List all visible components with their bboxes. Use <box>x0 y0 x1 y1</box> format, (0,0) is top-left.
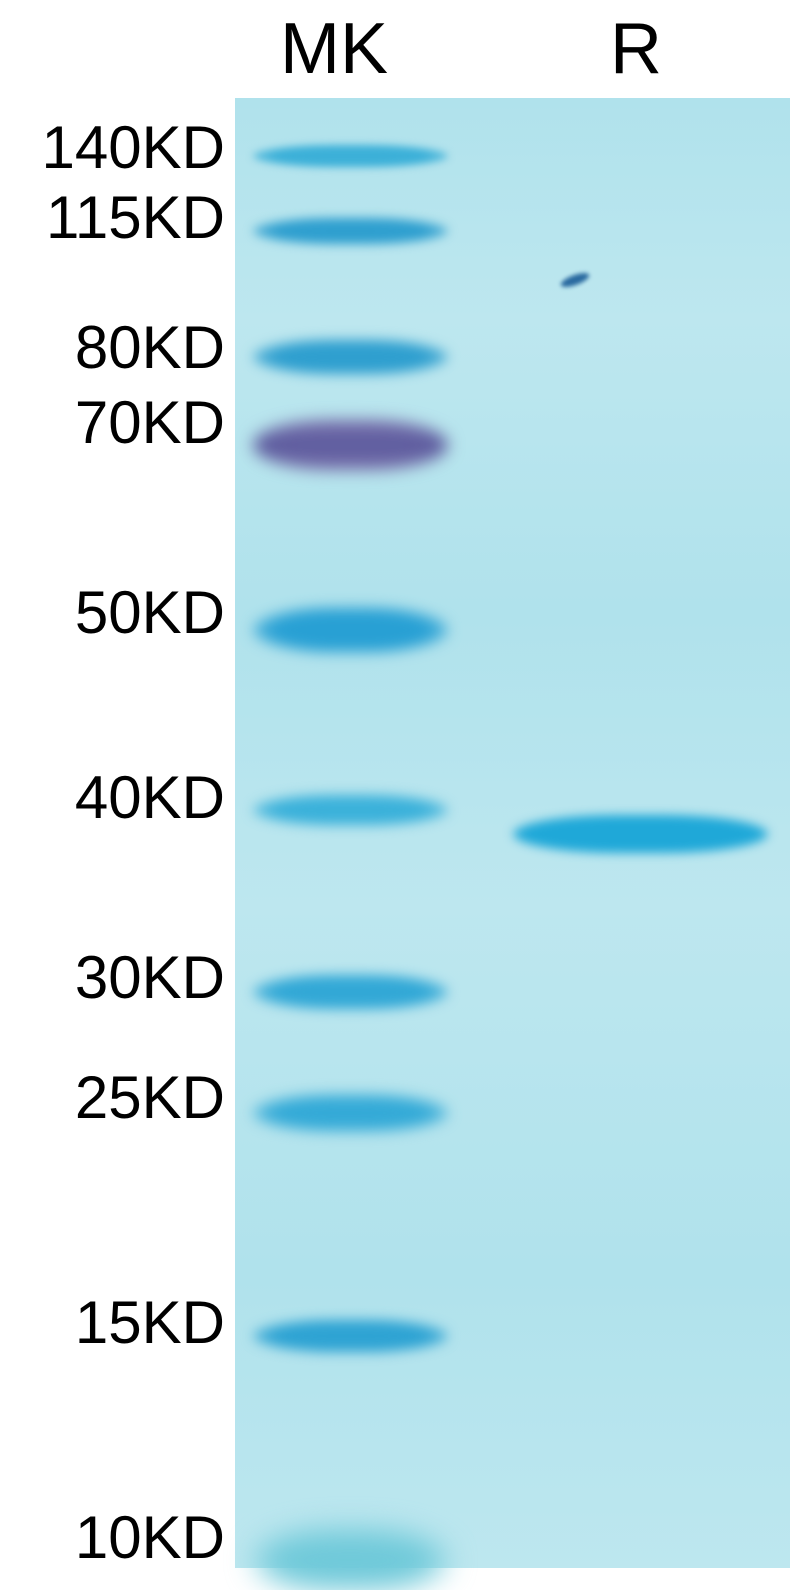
marker-band <box>253 145 448 167</box>
marker-band <box>253 1320 448 1352</box>
mw-label: 80KD <box>75 313 225 382</box>
marker-band <box>253 340 448 374</box>
mw-label: 15KD <box>75 1288 225 1357</box>
marker-band <box>253 1530 448 1590</box>
lane-header-marker: MK <box>280 8 388 90</box>
mw-label: 10KD <box>75 1503 225 1572</box>
mw-label: 25KD <box>75 1063 225 1132</box>
mw-label: 40KD <box>75 763 225 832</box>
lane-header-sample: R <box>610 8 662 90</box>
mw-label: 30KD <box>75 943 225 1012</box>
marker-band <box>253 795 448 825</box>
marker-band <box>253 1095 448 1131</box>
mw-label: 50KD <box>75 578 225 647</box>
mw-label: 115KD <box>46 183 225 252</box>
marker-band <box>253 218 448 244</box>
marker-band <box>253 975 448 1009</box>
marker-band <box>253 420 448 470</box>
mw-label: 70KD <box>75 388 225 457</box>
sample-band <box>513 815 768 853</box>
marker-band <box>253 608 448 652</box>
mw-label: 140KD <box>42 113 225 182</box>
